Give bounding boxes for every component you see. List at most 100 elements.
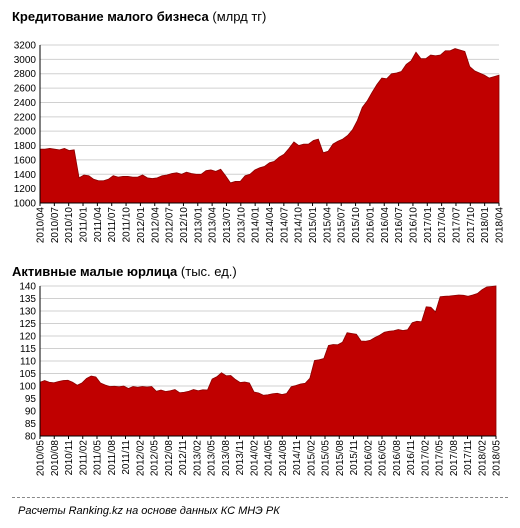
chart-2-x-tick-label: 2010/05 bbox=[36, 440, 47, 477]
chart-2-y-tick-label: 140 bbox=[19, 282, 36, 293]
chart-2-title-unit: (тыс. ед.) bbox=[180, 264, 237, 279]
chart-2-x-tick-label: 2012/02 bbox=[135, 440, 146, 477]
chart-2-y-tick-label: 120 bbox=[19, 332, 36, 343]
chart-2-y-tick-label: 110 bbox=[20, 357, 36, 368]
chart-1-y-tick-label: 2800 bbox=[14, 69, 37, 80]
chart-2-x-tick-label: 2017/08 bbox=[449, 440, 460, 477]
chart-1-x-tick-label: 2011/04 bbox=[93, 207, 104, 243]
chart-1-x-tick-label: 2015/01 bbox=[308, 207, 319, 244]
chart-2-x-tick-label: 2012/05 bbox=[150, 440, 161, 477]
chart-1-area-series bbox=[39, 48, 500, 204]
chart-2-x-tick-label: 2018/05 bbox=[492, 440, 503, 477]
chart-2-y-tick-label: 95 bbox=[25, 394, 37, 405]
chart-2-x-tick-label: 2011/08 bbox=[107, 440, 118, 476]
chart-1-y-tick-label: 1000 bbox=[14, 199, 37, 210]
chart-1-x-tick-label: 2013/07 bbox=[222, 207, 233, 244]
chart-2-y-tick-label: 125 bbox=[19, 319, 36, 330]
chart-1-title-main: Кредитование малого бизнеса bbox=[12, 9, 209, 24]
chart-2-x-tick-label: 2014/05 bbox=[264, 440, 275, 477]
chart-2-x-tick-label: 2015/08 bbox=[335, 440, 346, 477]
chart-2-title: Активные малые юрлица (тыс. ед.) bbox=[12, 264, 237, 279]
chart-1-x-tick-label: 2014/01 bbox=[251, 207, 262, 244]
chart-2-x-tick-label: 2013/11 bbox=[235, 440, 246, 476]
chart-1-x-tick-label: 2016/01 bbox=[365, 207, 376, 244]
footer-divider bbox=[12, 497, 508, 498]
chart-2-y-tick-label: 100 bbox=[19, 382, 36, 393]
chart-2-x-tick-label: 2016/05 bbox=[378, 440, 389, 477]
chart-2-area-series bbox=[39, 285, 497, 437]
chart-2-x-tick-label: 2017/02 bbox=[420, 440, 431, 477]
chart-1-x-tick-label: 2014/10 bbox=[294, 207, 305, 244]
chart-1-x-tick-label: 2012/04 bbox=[150, 207, 161, 244]
chart-2-x-tick-label: 2015/11 bbox=[349, 440, 360, 476]
chart-2-x-tick-label: 2014/02 bbox=[249, 440, 260, 477]
chart-1-x-tick-label: 2011/01 bbox=[79, 207, 90, 243]
chart-2-y-tick-label: 115 bbox=[20, 344, 36, 355]
chart-1-x-tick-label: 2017/07 bbox=[451, 207, 462, 244]
charts-canvas: 1000 1200 1400 1600 1800 2000 2200 2400 2600 2800… bbox=[14, 41, 506, 477]
chart-1-title: Кредитование малого бизнеса (млрд тг) bbox=[12, 9, 266, 24]
chart-2-x-tick-label: 2018/02 bbox=[477, 440, 488, 477]
chart-1-x-tick-label: 2011/07 bbox=[107, 207, 118, 243]
chart-1-y-tick-label: 3000 bbox=[14, 55, 37, 66]
chart-1-x-tick-label: 2011/10 bbox=[122, 207, 133, 243]
chart-2-x-tick-label: 2014/08 bbox=[278, 440, 289, 477]
chart-1-x-tick-label: 2016/07 bbox=[394, 207, 405, 244]
chart-2-x-tick-label: 2011/05 bbox=[93, 440, 104, 476]
chart-1-x-tick-label: 2016/04 bbox=[380, 207, 391, 244]
chart-2-x-tick-label: 2016/11 bbox=[406, 440, 417, 476]
chart-1-x-tick-label: 2014/07 bbox=[279, 207, 290, 244]
source-note: Расчеты Ranking.kz на основе данных КС М… bbox=[18, 505, 280, 517]
chart-1-x-tick-label: 2010/10 bbox=[64, 207, 75, 244]
chart-1-x-tick-label: 2013/04 bbox=[208, 207, 219, 244]
chart-1-y-tick-label: 1200 bbox=[14, 184, 37, 195]
chart-1-x-tick-label: 2015/10 bbox=[351, 207, 362, 244]
chart-2-x-tick-label: 2015/02 bbox=[306, 440, 317, 477]
chart-2-y-tick-label: 90 bbox=[25, 407, 37, 418]
chart-1-x-tick-label: 2017/10 bbox=[466, 207, 477, 244]
chart-2-x-tick-label: 2015/05 bbox=[321, 440, 332, 477]
chart-1-y-tick-label: 2200 bbox=[14, 112, 37, 123]
chart-2-x-tick-label: 2017/11 bbox=[463, 440, 474, 476]
chart-1-x-tick-label: 2016/10 bbox=[408, 207, 419, 244]
chart-2-x-tick-label: 2013/02 bbox=[192, 440, 203, 477]
chart-2-y-tick-label: 85 bbox=[25, 419, 37, 430]
chart-2-y-tick-label: 80 bbox=[25, 432, 37, 443]
chart-1-y-tick-label: 1400 bbox=[14, 170, 37, 181]
chart-1-x-tick-label: 2015/07 bbox=[337, 207, 348, 244]
chart-2-x-tick-label: 2012/08 bbox=[164, 440, 175, 477]
chart-1-y-tick-label: 1600 bbox=[14, 155, 37, 166]
chart-1-x-tick-label: 2017/04 bbox=[437, 207, 448, 244]
chart-1-x-tick-label: 2012/07 bbox=[165, 207, 176, 244]
chart-1-x-tick-label: 2010/07 bbox=[50, 207, 61, 244]
chart-1-x-tick-label: 2018/01 bbox=[480, 207, 491, 244]
chart-2-x-tick-label: 2010/08 bbox=[50, 440, 61, 477]
chart-2-x-tick-label: 2013/08 bbox=[221, 440, 232, 477]
chart-1-y-tick-label: 1800 bbox=[14, 141, 37, 152]
chart-2-y-tick-label: 135 bbox=[19, 294, 36, 305]
chart-2-x-tick-label: 2010/11 bbox=[64, 440, 75, 476]
chart-1-y-tick-label: 3200 bbox=[14, 41, 37, 52]
chart-2-x-tick-label: 2011/11 bbox=[121, 440, 132, 475]
chart-1-x-tick-label: 2012/10 bbox=[179, 207, 190, 244]
chart-2-title-main: Активные малые юрлица bbox=[12, 264, 178, 279]
chart-2-x-tick-label: 2014/11 bbox=[292, 440, 303, 476]
chart-1-x-tick-label: 2014/04 bbox=[265, 207, 276, 244]
chart-1-x-tick-label: 2013/10 bbox=[236, 207, 247, 244]
chart-1-x-tick-label: 2012/01 bbox=[136, 207, 147, 244]
chart-2-x-tick-label: 2016/02 bbox=[363, 440, 374, 477]
chart-1-y-tick-label: 2000 bbox=[14, 127, 37, 138]
chart-2-y-tick-label: 105 bbox=[19, 369, 36, 380]
chart-1-x-tick-label: 2013/01 bbox=[193, 207, 204, 244]
chart-2-x-tick-label: 2017/05 bbox=[435, 440, 446, 477]
chart-1-title-unit: (млрд тг) bbox=[212, 9, 267, 24]
chart-2-x-tick-label: 2011/02 bbox=[78, 440, 89, 476]
chart-1-x-tick-label: 2017/01 bbox=[423, 207, 434, 244]
chart-1-y-tick-label: 2400 bbox=[14, 98, 37, 109]
chart-2-y-tick-label: 130 bbox=[19, 307, 36, 318]
chart-1-x-tick-label: 2018/04 bbox=[495, 207, 506, 244]
chart-1-y-tick-label: 2600 bbox=[14, 84, 37, 95]
chart-2-x-tick-label: 2012/11 bbox=[178, 440, 189, 476]
chart-1-x-tick-label: 2010/04 bbox=[36, 207, 47, 244]
chart-2-x-tick-label: 2013/05 bbox=[207, 440, 218, 477]
